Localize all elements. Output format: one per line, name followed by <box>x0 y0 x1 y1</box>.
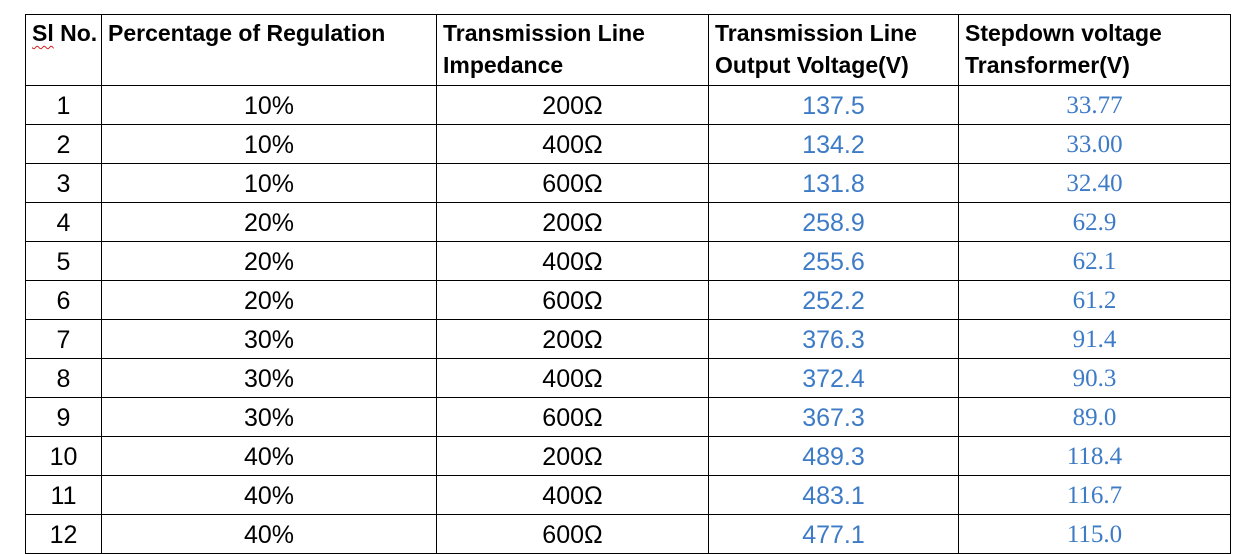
table-row: 6 20% 600Ω 252.2 61.2 <box>25 280 1231 320</box>
cell-sl-no: 10 <box>25 436 102 476</box>
cell-impedance: 400Ω <box>436 124 709 164</box>
cell-impedance: 400Ω <box>436 358 709 398</box>
cell-impedance: 200Ω <box>436 319 709 359</box>
cell-stepdown: 62.1 <box>958 241 1231 281</box>
cell-output-voltage: 258.9 <box>708 202 959 242</box>
cell-stepdown: 115.0 <box>958 514 1231 554</box>
header-impedance-text: Transmission Line Impedance <box>443 20 645 78</box>
cell-stepdown: 91.4 <box>958 319 1231 359</box>
cell-regulation: 40% <box>101 475 437 515</box>
header-sl-no-prefix: Sl <box>32 20 54 46</box>
cell-stepdown: 116.7 <box>958 475 1231 515</box>
cell-impedance: 200Ω <box>436 85 709 125</box>
cell-regulation: 20% <box>101 202 437 242</box>
cell-impedance: 200Ω <box>436 436 709 476</box>
cell-regulation: 10% <box>101 163 437 203</box>
cell-sl-no: 9 <box>25 397 102 437</box>
cell-stepdown: 33.00 <box>958 124 1231 164</box>
cell-stepdown: 62.9 <box>958 202 1231 242</box>
cell-output-voltage: 489.3 <box>708 436 959 476</box>
cell-output-voltage: 252.2 <box>708 280 959 320</box>
cell-sl-no: 8 <box>25 358 102 398</box>
cell-regulation: 40% <box>101 436 437 476</box>
table-row: 3 10% 600Ω 131.8 32.40 <box>25 163 1231 203</box>
cell-stepdown: 90.3 <box>958 358 1231 398</box>
header-output-voltage: Transmission Line Output Voltage(V) <box>708 14 959 86</box>
table-body: 1 10% 200Ω 137.5 33.77 2 10% 400Ω 134.2 33.00 3 10%… <box>25 85 1231 554</box>
cell-output-voltage: 134.2 <box>708 124 959 164</box>
cell-impedance: 600Ω <box>436 397 709 437</box>
cell-regulation: 20% <box>101 280 437 320</box>
table-row: 1 10% 200Ω 137.5 33.77 <box>25 85 1231 125</box>
cell-regulation: 10% <box>101 124 437 164</box>
cell-output-voltage: 372.4 <box>708 358 959 398</box>
cell-regulation: 10% <box>101 85 437 125</box>
table-row: 5 20% 400Ω 255.6 62.1 <box>25 241 1231 281</box>
header-regulation-text: Percentage of Regulation <box>108 20 386 46</box>
cell-sl-no: 12 <box>25 514 102 554</box>
cell-impedance: 600Ω <box>436 163 709 203</box>
table-row: 2 10% 400Ω 134.2 33.00 <box>25 124 1231 164</box>
cell-stepdown: 33.77 <box>958 85 1231 125</box>
cell-stepdown: 118.4 <box>958 436 1231 476</box>
cell-output-voltage: 255.6 <box>708 241 959 281</box>
header-stepdown-text: Stepdown voltage Transformer(V) <box>965 20 1162 78</box>
cell-sl-no: 5 <box>25 241 102 281</box>
cell-impedance: 400Ω <box>436 475 709 515</box>
table-row: 11 40% 400Ω 483.1 116.7 <box>25 475 1231 515</box>
cell-output-voltage: 131.8 <box>708 163 959 203</box>
cell-sl-no: 6 <box>25 280 102 320</box>
cell-sl-no: 1 <box>25 85 102 125</box>
header-output-voltage-text: Transmission Line Output Voltage(V) <box>715 20 917 78</box>
cell-regulation: 30% <box>101 319 437 359</box>
cell-impedance: 200Ω <box>436 202 709 242</box>
cell-regulation: 40% <box>101 514 437 554</box>
data-table: Sl No. Percentage of Regulation Transmis… <box>25 14 1231 554</box>
cell-impedance: 600Ω <box>436 514 709 554</box>
cell-output-voltage: 137.5 <box>708 85 959 125</box>
header-sl-no-suffix: No. <box>53 20 98 46</box>
cell-regulation: 20% <box>101 241 437 281</box>
cell-impedance: 400Ω <box>436 241 709 281</box>
cell-sl-no: 3 <box>25 163 102 203</box>
header-impedance: Transmission Line Impedance <box>436 14 709 86</box>
cell-sl-no: 4 <box>25 202 102 242</box>
cell-stepdown: 61.2 <box>958 280 1231 320</box>
header-row: Sl No. Percentage of Regulation Transmis… <box>25 14 1231 86</box>
cell-output-voltage: 483.1 <box>708 475 959 515</box>
header-sl-no: Sl No. <box>25 14 102 86</box>
cell-output-voltage: 376.3 <box>708 319 959 359</box>
header-stepdown: Stepdown voltage Transformer(V) <box>958 14 1231 86</box>
cell-sl-no: 11 <box>25 475 102 515</box>
cell-output-voltage: 367.3 <box>708 397 959 437</box>
table-row: 10 40% 200Ω 489.3 118.4 <box>25 436 1231 476</box>
cell-sl-no: 2 <box>25 124 102 164</box>
cell-stepdown: 32.40 <box>958 163 1231 203</box>
table-row: 7 30% 200Ω 376.3 91.4 <box>25 319 1231 359</box>
cell-regulation: 30% <box>101 358 437 398</box>
cell-output-voltage: 477.1 <box>708 514 959 554</box>
table-row: 8 30% 400Ω 372.4 90.3 <box>25 358 1231 398</box>
table-row: 4 20% 200Ω 258.9 62.9 <box>25 202 1231 242</box>
cell-stepdown: 89.0 <box>958 397 1231 437</box>
cell-regulation: 30% <box>101 397 437 437</box>
cell-sl-no: 7 <box>25 319 102 359</box>
table-row: 12 40% 600Ω 477.1 115.0 <box>25 514 1231 554</box>
header-regulation: Percentage of Regulation <box>101 14 437 86</box>
table-row: 9 30% 600Ω 367.3 89.0 <box>25 397 1231 437</box>
cell-impedance: 600Ω <box>436 280 709 320</box>
